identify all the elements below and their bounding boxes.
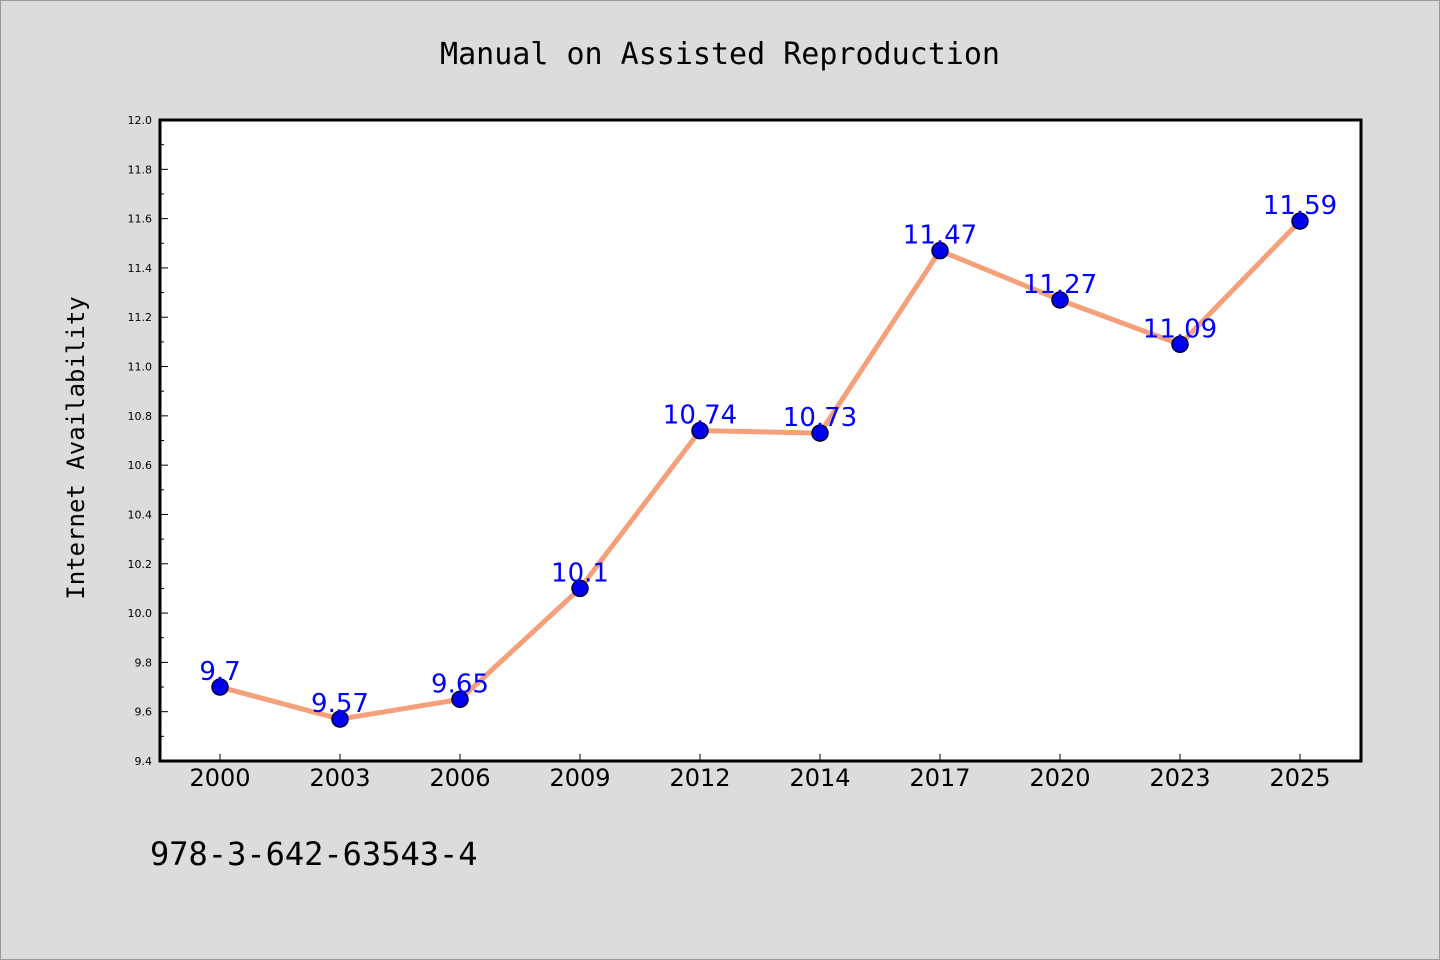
- data-label: 9.65: [431, 669, 489, 699]
- data-label: 11.09: [1143, 314, 1217, 344]
- y-tick-label: 11.2: [128, 311, 153, 324]
- y-axis-label: Internet Availability: [62, 296, 90, 599]
- series-line: [217, 218, 1303, 722]
- y-tick-label: 10.6: [128, 459, 153, 472]
- isbn-text: 978-3-642-63543-4: [150, 835, 478, 873]
- x-tick-label: 2003: [309, 764, 370, 792]
- data-label: 11.47: [903, 221, 977, 251]
- x-tick-label: 2014: [789, 764, 850, 792]
- plot-area: [160, 120, 1361, 761]
- data-point: [1051, 291, 1069, 309]
- chart-title: Manual on Assisted Reproduction: [440, 37, 1000, 72]
- y-tick-label: 11.6: [128, 213, 153, 226]
- data-label: 10.74: [663, 401, 737, 431]
- y-tick-label: 11.0: [128, 361, 153, 374]
- y-tick-label: 9.8: [135, 656, 153, 669]
- data-labels-group: 9.7 9.57 9.65 10.1 10.74 10.73 11.47 11.27 11.09…: [199, 191, 1337, 719]
- data-point: [1171, 335, 1189, 354]
- data-point: [811, 424, 829, 442]
- y-tick-label: 10.4: [128, 508, 153, 521]
- plot-border: [158, 118, 1363, 763]
- x-tick-label: 2006: [429, 764, 490, 792]
- data-point: [451, 690, 469, 709]
- data-point: [1291, 212, 1309, 230]
- data-point: [931, 241, 949, 260]
- series-line-group: [217, 218, 1303, 722]
- markers-group: [211, 212, 1309, 728]
- data-label: 10.1: [551, 558, 609, 588]
- x-tick-label: 2020: [1029, 764, 1090, 792]
- x-tick-label: 2023: [1149, 764, 1210, 792]
- data-point: [571, 579, 589, 598]
- x-tick-label: 2012: [669, 764, 730, 792]
- data-label: 9.7: [199, 657, 240, 687]
- y-tick-label: 9.6: [135, 706, 153, 719]
- y-tick-label: 11.4: [128, 262, 153, 275]
- y-axis: 9.4 9.6 9.8 10.0 10.2 10.4 10.6 10.8 11.0 11.2 11.…: [128, 114, 168, 768]
- data-point: [331, 710, 349, 728]
- x-tick-label: 2009: [549, 764, 610, 792]
- x-tick-label: 2025: [1269, 764, 1330, 792]
- y-tick-label: 11.8: [128, 163, 153, 176]
- data-label: 11.59: [1263, 191, 1337, 221]
- data-label: 10.73: [783, 403, 857, 433]
- data-point: [211, 678, 229, 696]
- data-point: [691, 421, 709, 440]
- y-tick-label: 12.0: [128, 114, 153, 127]
- x-tick-label: 2000: [189, 764, 250, 792]
- x-axis: 2000 2003 2006 2009 2012 2014 2017 2020 2023 2025: [189, 754, 1331, 792]
- y-tick-label: 10.8: [128, 410, 153, 423]
- y-tick-label: 9.4: [135, 755, 153, 768]
- y-tick-label: 10.2: [128, 558, 153, 571]
- y-tick-label: 10.0: [128, 607, 153, 620]
- x-tick-label: 2017: [909, 764, 970, 792]
- data-label: 11.27: [1023, 270, 1097, 300]
- data-label: 9.57: [311, 689, 369, 719]
